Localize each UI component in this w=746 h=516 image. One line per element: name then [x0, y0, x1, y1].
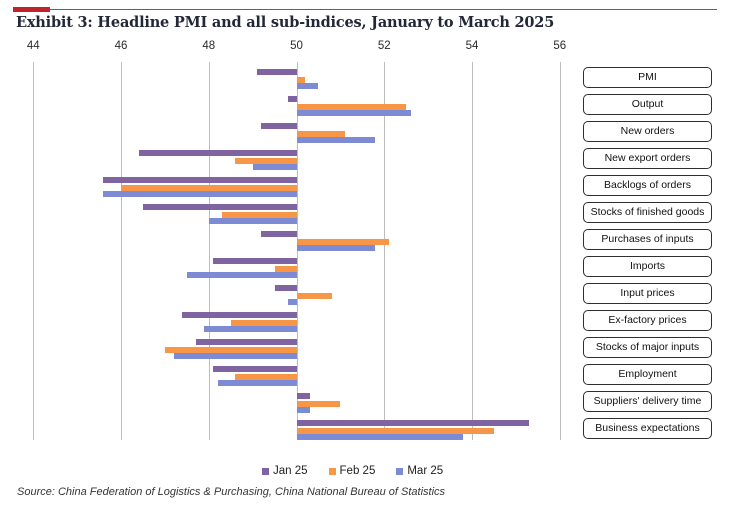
category-label-box: Stocks of finished goods — [583, 201, 712, 223]
category-label: New export orders — [604, 152, 691, 165]
legend-swatch — [262, 467, 269, 475]
category-label-box: Business expectations — [583, 417, 712, 439]
gridline — [121, 62, 123, 440]
bar-mar-25 — [103, 191, 297, 198]
category-label-box: PMI — [583, 66, 712, 88]
category-label: PMI — [638, 71, 657, 84]
bar-feb-25 — [296, 103, 407, 110]
bar-feb-25 — [296, 292, 332, 299]
bar-jan-25 — [195, 339, 297, 346]
category-label-box: Employment — [583, 363, 712, 385]
bar-mar-25 — [296, 83, 319, 90]
category-label-box: Suppliers' delivery time — [583, 390, 712, 412]
bar-mar-25 — [296, 434, 464, 441]
pmi-bar-chart: 44 46 48 50 52 54 56 PMI Output New orders New ex… — [0, 38, 746, 450]
bar-jan-25 — [213, 258, 297, 265]
x-axis-tick-label: 52 — [377, 40, 391, 52]
bar-feb-25 — [121, 184, 297, 191]
x-axis-tick-label: 56 — [553, 40, 567, 52]
x-axis-tick-label: 54 — [465, 40, 479, 52]
x-axis-tick-label: 50 — [290, 40, 303, 52]
bar-jan-25 — [182, 312, 297, 319]
bar-feb-25 — [296, 400, 341, 407]
bar-mar-25 — [296, 110, 411, 117]
bar-feb-25 — [235, 373, 297, 380]
bar-jan-25 — [261, 123, 297, 130]
category-label: Suppliers' delivery time — [593, 395, 702, 408]
category-label: Input prices — [620, 287, 675, 300]
bar-mar-25 — [173, 353, 297, 360]
bar-mar-25 — [217, 380, 297, 387]
legend-swatch — [396, 467, 404, 475]
category-label: Stocks of finished goods — [590, 206, 705, 219]
bar-jan-25 — [296, 393, 310, 400]
bar-mar-25 — [296, 245, 376, 252]
x-axis-tick-label: 44 — [26, 40, 40, 52]
category-label-box: Output — [583, 93, 712, 115]
bar-jan-25 — [213, 366, 297, 373]
category-label-box: Ex-factory prices — [583, 309, 712, 331]
category-label: Stocks of major inputs — [595, 341, 700, 354]
bar-mar-25 — [208, 218, 297, 225]
bar-mar-25 — [204, 326, 297, 333]
bar-jan-25 — [103, 177, 297, 184]
legend-item: Mar 25 — [396, 465, 443, 477]
category-label-box: Input prices — [583, 282, 712, 304]
legend-item: Feb 25 — [328, 465, 376, 477]
category-label-box: Purchases of inputs — [583, 228, 712, 250]
bar-jan-25 — [274, 285, 297, 292]
legend-label: Mar 25 — [407, 465, 444, 477]
bar-mar-25 — [252, 164, 297, 171]
bar-jan-25 — [261, 231, 297, 238]
x-axis-tick-label: 48 — [202, 40, 216, 52]
category-label: Employment — [618, 368, 677, 381]
bar-feb-25 — [296, 427, 494, 434]
bar-jan-25 — [257, 69, 297, 76]
x-axis-tick-label: 46 — [114, 40, 128, 52]
category-label: Purchases of inputs — [601, 233, 694, 246]
category-label-box: Stocks of major inputs — [583, 336, 712, 358]
category-label-box: New orders — [583, 120, 712, 142]
legend-label: Jan 25 — [273, 465, 308, 477]
bar-mar-25 — [186, 272, 297, 279]
gridline — [472, 62, 473, 440]
bar-feb-25 — [296, 238, 389, 245]
bar-jan-25 — [287, 96, 297, 103]
category-label-box: New export orders — [583, 147, 712, 169]
category-label: Output — [631, 98, 664, 111]
chart-legend: Jan 25 Feb 25 Mar 25 — [262, 465, 443, 477]
bar-feb-25 — [296, 76, 306, 83]
source-note: Source: China Federation of Logistics & … — [17, 486, 446, 498]
legend-swatch — [328, 467, 336, 475]
category-label: Business expectations — [595, 422, 700, 435]
bar-feb-25 — [235, 157, 297, 164]
header-accent-block — [13, 7, 50, 12]
category-label: Backlogs of orders — [604, 179, 691, 192]
header-accent-line — [13, 8, 717, 10]
gridline — [33, 62, 35, 440]
category-label: Imports — [629, 260, 665, 273]
gridline — [384, 62, 386, 440]
gridline — [559, 62, 561, 440]
bar-feb-25 — [296, 130, 345, 137]
category-label-box: Backlogs of orders — [583, 174, 712, 196]
bar-jan-25 — [296, 420, 530, 427]
bar-jan-25 — [142, 204, 297, 211]
bar-feb-25 — [221, 211, 297, 218]
category-label: New orders — [620, 125, 675, 138]
legend-label: Feb 25 — [339, 465, 376, 477]
bar-mar-25 — [296, 137, 376, 144]
category-label: Ex-factory prices — [608, 314, 687, 327]
category-label-box: Imports — [583, 255, 712, 277]
bar-feb-25 — [164, 346, 297, 353]
bar-mar-25 — [287, 299, 297, 306]
bar-feb-25 — [274, 265, 297, 272]
exhibit-title: Exhibit 3: Headline PMI and all sub-indi… — [16, 14, 555, 31]
bar-jan-25 — [138, 150, 297, 157]
bar-mar-25 — [296, 407, 310, 414]
gridline — [208, 62, 210, 440]
legend-item: Jan 25 — [262, 465, 308, 477]
bar-feb-25 — [230, 319, 297, 326]
